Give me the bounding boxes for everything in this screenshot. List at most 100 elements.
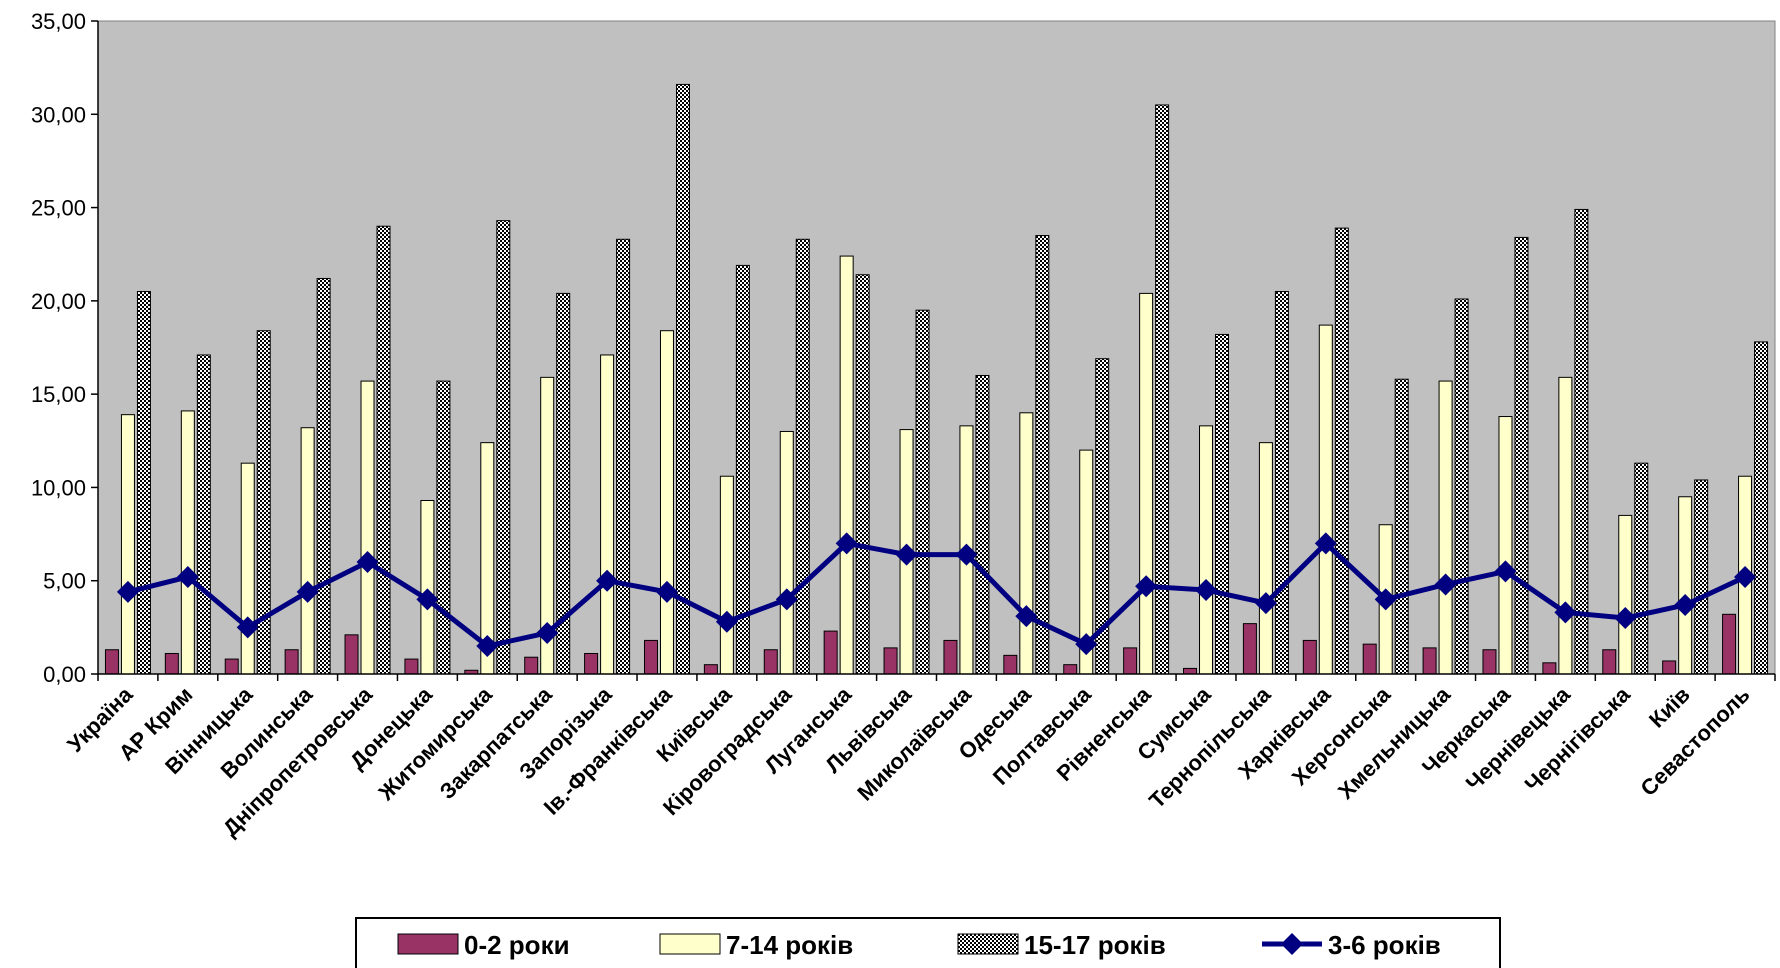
bar <box>975 374 990 675</box>
legend-marker <box>1281 933 1303 955</box>
bar <box>1258 442 1273 675</box>
bar <box>1318 324 1333 675</box>
bar <box>1274 291 1289 675</box>
line-point <box>1374 588 1397 611</box>
bar <box>616 238 631 675</box>
line-point <box>835 532 858 555</box>
y-tick-label: 20,00 <box>31 289 86 314</box>
bar <box>1678 496 1693 675</box>
line-point <box>895 543 918 566</box>
bar <box>136 291 151 675</box>
legend-swatch <box>659 933 721 955</box>
bar <box>584 652 599 675</box>
bar <box>883 647 898 675</box>
bar <box>763 649 778 675</box>
bar <box>1063 664 1078 675</box>
bar <box>1438 380 1453 675</box>
line-point <box>356 551 379 574</box>
line-series <box>116 532 1757 658</box>
bar <box>436 380 451 675</box>
line-point <box>416 588 439 611</box>
bar <box>855 274 870 675</box>
legend: 0-2 роки 7-14 років 15-17 років 3-6 років <box>355 917 1501 968</box>
legend-label: 0-2 роки <box>464 930 570 960</box>
line-point <box>176 565 199 588</box>
bar <box>1199 425 1214 675</box>
line-point <box>296 580 319 603</box>
series-line <box>127 540 1747 649</box>
bar <box>1602 649 1617 675</box>
line-point <box>1195 579 1218 602</box>
bar <box>420 499 435 675</box>
y-tick-label: 35,00 <box>31 9 86 34</box>
bar <box>1662 660 1677 675</box>
bar <box>1183 667 1198 675</box>
line-point <box>1494 560 1517 583</box>
bar <box>659 330 674 675</box>
bar <box>1574 208 1589 675</box>
y-tick-label: 5,00 <box>43 569 86 594</box>
line-point <box>1734 565 1757 588</box>
line-point <box>1254 592 1277 615</box>
y-tick-label: 30,00 <box>31 102 86 127</box>
legend-swatch <box>957 933 1019 955</box>
bar <box>1334 227 1349 675</box>
bar <box>404 658 419 675</box>
x-tick-label: Чернівецька <box>1461 681 1576 796</box>
bar <box>1498 416 1513 675</box>
line-point <box>236 616 259 639</box>
line-point <box>655 580 678 603</box>
bar <box>1003 654 1018 675</box>
bar <box>1422 647 1437 675</box>
legend-label: 15-17 років <box>1024 930 1166 960</box>
bar <box>1542 662 1557 675</box>
line-point <box>1135 575 1158 598</box>
bar <box>284 649 299 675</box>
line-point <box>715 610 738 633</box>
line-point <box>596 569 619 592</box>
bar <box>104 649 119 675</box>
bar <box>943 639 958 675</box>
bar <box>1302 639 1317 675</box>
bar <box>240 462 255 675</box>
bar <box>300 427 315 675</box>
x-tick-label: Чернігівська <box>1520 681 1636 797</box>
line-point <box>1554 601 1577 624</box>
line-point <box>1674 593 1697 616</box>
bar <box>1362 643 1377 675</box>
bar <box>120 414 135 675</box>
y-tick-label: 0,00 <box>43 662 86 687</box>
bar <box>344 634 359 675</box>
bar <box>1019 412 1034 675</box>
bar <box>1035 235 1050 675</box>
bar <box>675 83 690 675</box>
x-tick-label: Київ <box>1644 682 1695 733</box>
bar <box>1722 613 1737 675</box>
bar <box>1123 647 1138 675</box>
line-point <box>1434 573 1457 596</box>
bar <box>779 430 794 675</box>
bar <box>1514 236 1529 675</box>
bar <box>795 238 810 675</box>
y-axis-ticks: 0,00 5,00 10,00 15,00 20,00 25,00 30,00 35,00 <box>31 9 98 687</box>
bar <box>196 354 211 675</box>
bar <box>915 309 930 675</box>
legend-label: 3-6 років <box>1328 930 1441 960</box>
bar <box>316 277 331 675</box>
bar <box>839 255 854 675</box>
line-point <box>476 635 499 658</box>
bar <box>1139 292 1154 675</box>
x-tick-label: Севастополь <box>1635 682 1754 801</box>
line-point <box>1075 633 1098 656</box>
bar <box>1454 298 1469 675</box>
bar <box>823 630 838 675</box>
bar <box>376 225 391 675</box>
bar <box>1634 462 1649 675</box>
bar <box>1618 514 1633 675</box>
bar <box>164 652 179 675</box>
bar <box>1215 333 1230 675</box>
bar <box>719 475 734 675</box>
line-point <box>1314 532 1337 555</box>
